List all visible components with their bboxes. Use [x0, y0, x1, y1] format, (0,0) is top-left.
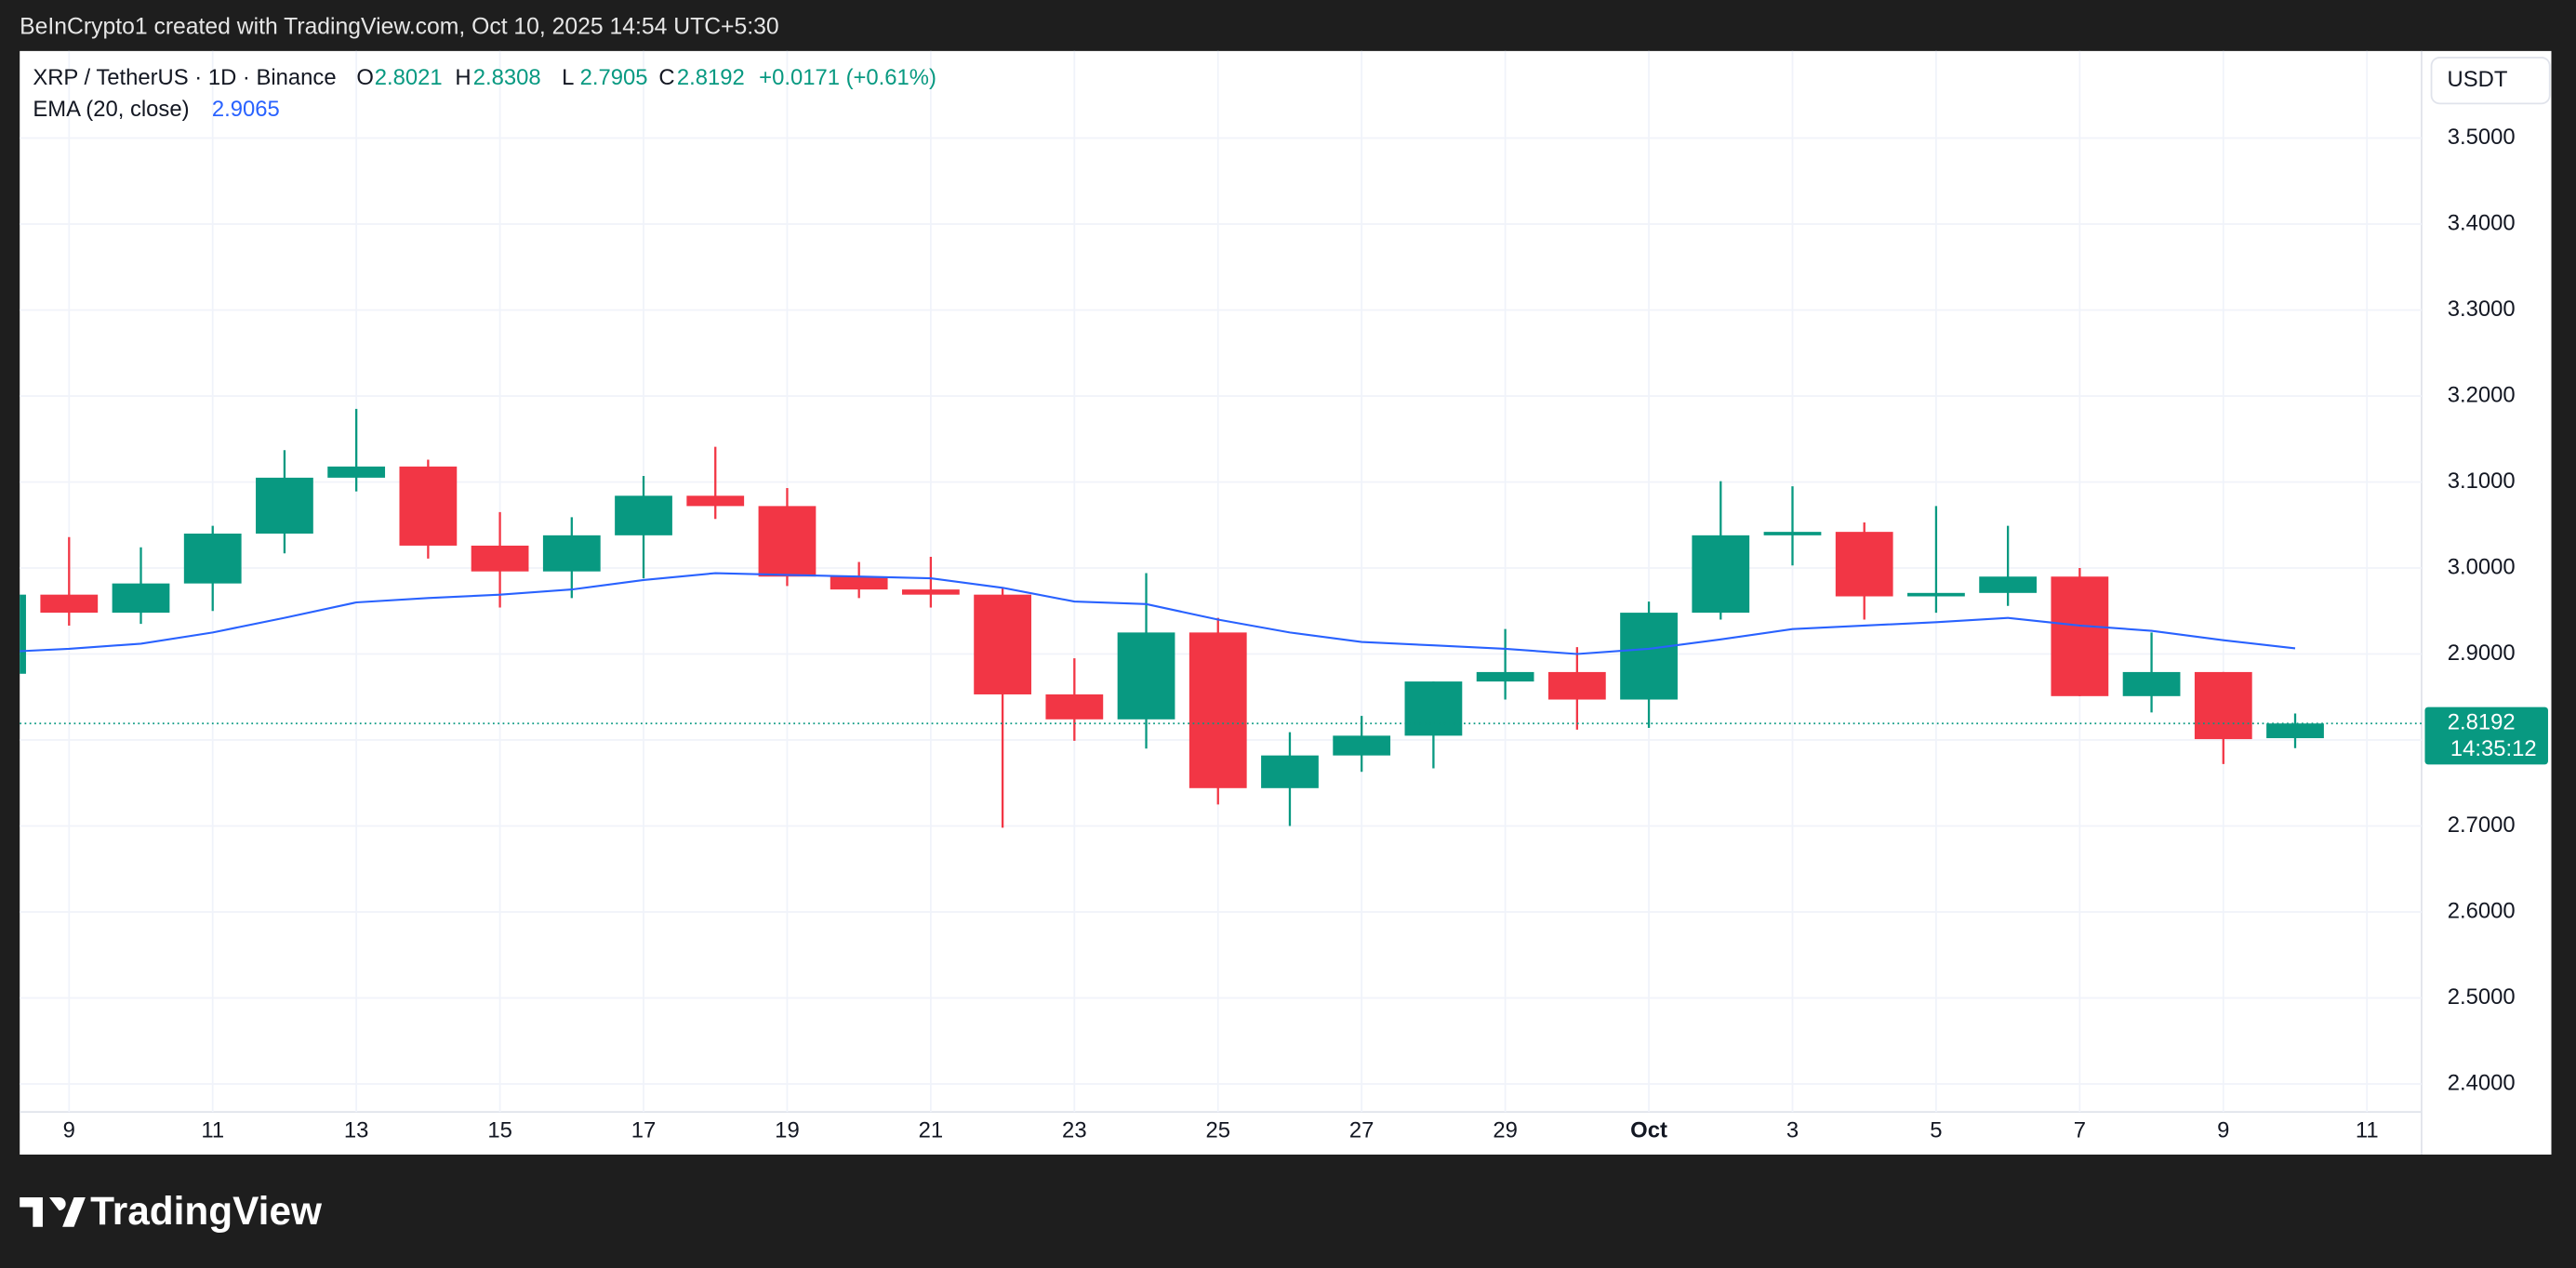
- axes: 2.40002.50002.60002.70002.80002.90003.00…: [63, 125, 2548, 1143]
- x-tick-label: 9: [2217, 1118, 2229, 1143]
- y-tick-label: 3.1000: [2448, 469, 2516, 494]
- candle-body: [1404, 681, 1463, 736]
- x-tick-label: 23: [1062, 1118, 1087, 1143]
- legend-value: 2.8308: [473, 65, 541, 90]
- candle-body: [20, 594, 26, 674]
- candle-body: [1907, 592, 1965, 597]
- legend-value: 2.8192: [677, 65, 745, 90]
- x-tick-label: 11: [2356, 1118, 2379, 1143]
- currency[interactable]: USDT: [2448, 67, 2508, 92]
- symbol: XRP / TetherUS · 1D · Binance: [33, 65, 336, 90]
- x-tick-label: 25: [1205, 1118, 1230, 1143]
- plot: [20, 408, 2422, 828]
- brand[interactable]: TradingView: [90, 1189, 323, 1233]
- x-tick-label: 9: [63, 1118, 75, 1143]
- y-tick-label: 3.5000: [2448, 125, 2516, 150]
- header-caption: BeInCrypto1 created with TradingView.com…: [20, 15, 778, 40]
- legend-value: 2.7905: [580, 65, 648, 90]
- candle-body: [2051, 576, 2109, 696]
- y-tick-label: 2.9000: [2448, 641, 2516, 666]
- y-tick-label: 2.7000: [2448, 812, 2516, 838]
- legend-key: L: [562, 65, 574, 90]
- x-tick-label: 7: [2074, 1118, 2086, 1143]
- x-tick-label: 13: [344, 1118, 369, 1143]
- ema-value: 2.9065: [212, 97, 280, 122]
- candle-body: [1333, 735, 1391, 756]
- ema-name: EMA (20, close): [33, 97, 189, 122]
- x-tick-label: 19: [775, 1118, 800, 1143]
- y-tick-label: 2.6000: [2448, 898, 2516, 923]
- countdown: 14:35:12: [2450, 736, 2537, 761]
- x-tick-label: 15: [487, 1118, 512, 1143]
- legend-value: 2.8021: [375, 65, 443, 90]
- legend-key: C: [658, 65, 674, 90]
- chart-panel: [20, 50, 2552, 1156]
- candle-body: [902, 589, 960, 595]
- candle-body: [758, 506, 817, 577]
- candle-body: [2194, 671, 2252, 740]
- brand-icon[interactable]: [20, 1196, 86, 1227]
- legend-change: +0.0171 (+0.61%): [759, 65, 936, 90]
- y-tick-label: 3.0000: [2448, 554, 2516, 579]
- brand-logo[interactable]: TradingView: [20, 1189, 323, 1233]
- x-tick-label: 3: [1786, 1118, 1799, 1143]
- y-tick-label: 2.5000: [2448, 984, 2516, 1010]
- candle-body: [830, 576, 888, 590]
- x-tick-label: 29: [1493, 1118, 1518, 1143]
- candle-body: [40, 594, 99, 614]
- candle-body: [974, 594, 1031, 694]
- candle-body: [1045, 693, 1104, 720]
- candle-body: [1835, 532, 1893, 597]
- candle-body: [1620, 613, 1678, 700]
- candle-body: [1188, 632, 1247, 788]
- legend-key: H: [455, 65, 471, 90]
- y-tick-label: 2.4000: [2448, 1070, 2516, 1095]
- candle-body: [2122, 671, 2181, 696]
- candle-body: [112, 583, 170, 614]
- x-tick-label: 17: [631, 1118, 657, 1143]
- last-price-tag: [2424, 707, 2548, 765]
- ema-line: [20, 572, 2296, 655]
- candle-body: [542, 535, 601, 572]
- x-tick-label: 5: [1930, 1118, 1942, 1143]
- currency-box[interactable]: [2430, 57, 2551, 105]
- currency-button[interactable]: USDT: [2430, 57, 2551, 105]
- x-tick-label: 11: [201, 1118, 224, 1143]
- candle-body: [1979, 576, 2038, 593]
- candle-body: [1547, 671, 1606, 700]
- x-tick-label: 21: [919, 1118, 944, 1143]
- candle-body: [399, 466, 458, 546]
- candle-body: [686, 495, 745, 507]
- candle-body: [471, 545, 529, 572]
- candle-body: [256, 477, 313, 534]
- last-price: 2.8192: [2448, 710, 2516, 735]
- candle-body: [2266, 723, 2324, 739]
- candle-body: [327, 466, 386, 478]
- candle-body: [183, 533, 242, 584]
- x-tick-label: Oct: [1630, 1118, 1667, 1143]
- legend-key: O: [356, 65, 374, 90]
- candle-body: [1763, 532, 1822, 535]
- candle-body: [1261, 755, 1319, 788]
- candle-body: [1476, 671, 1534, 682]
- legend: XRP / TetherUS · 1D · Binance EMA (20, c…: [33, 65, 936, 122]
- y-tick-label: 3.3000: [2448, 297, 2516, 322]
- candle-body: [1692, 535, 1750, 614]
- y-tick-label: 3.2000: [2448, 382, 2516, 407]
- x-tick-label: 27: [1349, 1118, 1374, 1143]
- candle-body: [615, 495, 672, 535]
- candle-body: [1117, 632, 1175, 720]
- y-tick-label: 3.4000: [2448, 210, 2516, 235]
